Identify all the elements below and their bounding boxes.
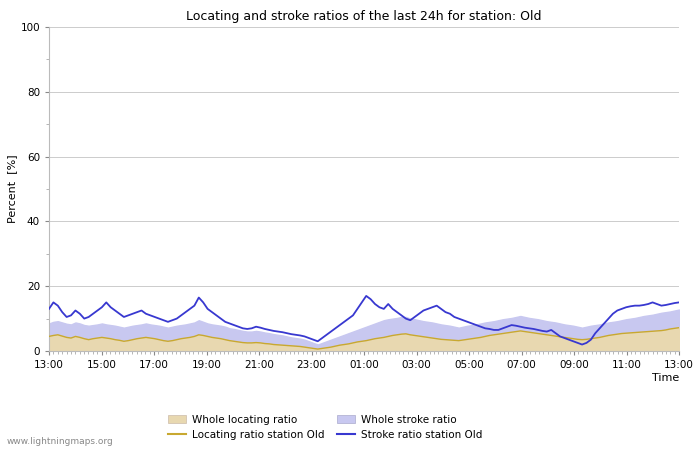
Y-axis label: Percent  [%]: Percent [%] xyxy=(8,155,18,223)
Title: Locating and stroke ratios of the last 24h for station: Old: Locating and stroke ratios of the last 2… xyxy=(186,10,542,23)
Legend: Whole locating ratio, Locating ratio station Old, Whole stroke ratio, Stroke rat: Whole locating ratio, Locating ratio sta… xyxy=(167,414,482,440)
Text: www.lightningmaps.org: www.lightningmaps.org xyxy=(7,436,113,446)
X-axis label: Time: Time xyxy=(652,373,679,383)
